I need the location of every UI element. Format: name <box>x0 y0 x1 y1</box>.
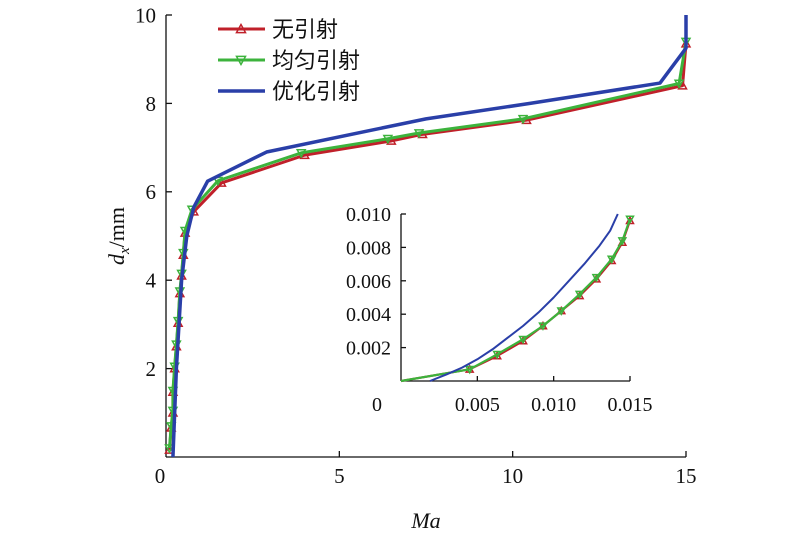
series-line-无引射 <box>400 220 632 383</box>
y-axis-label-sub: x <box>117 247 133 255</box>
x-tick-label: 10 <box>502 464 523 488</box>
legend-marker-无引射 <box>235 22 247 34</box>
data-point-均匀引射 <box>464 365 475 375</box>
y-tick-label: 4 <box>146 269 157 293</box>
data-point-均匀引射 <box>413 129 425 139</box>
y-tick-label: 2 <box>146 357 157 381</box>
data-point-均匀引射 <box>673 79 685 90</box>
y-axis-label: dx/mm <box>104 207 133 265</box>
x-tick-label: 0.005 <box>455 394 500 416</box>
inset-plot: 0 0.005 0.010 0.015 0.002 0.004 0.006 0.008 0.01… <box>346 204 653 416</box>
series-line-无引射 <box>167 43 688 451</box>
x-tick-label: 0 <box>372 394 382 416</box>
series-line-优化引射 <box>429 213 619 382</box>
data-point-均匀引射 <box>517 114 529 125</box>
data-point-均匀引射 <box>538 322 548 331</box>
series-line-优化引射 <box>171 15 688 458</box>
x-tick-label: 0 <box>155 464 166 488</box>
y-axis-label-unit: /mm <box>104 207 129 247</box>
y-tick-label: 0.010 <box>346 204 391 226</box>
y-tick-label: 0.006 <box>346 271 391 293</box>
data-point-均匀引射 <box>492 350 502 360</box>
x-tick-label: 15 <box>676 464 697 488</box>
data-point-均匀引射 <box>556 307 567 316</box>
y-tick-label: 0.002 <box>346 338 391 360</box>
y-tick-label: 8 <box>146 92 157 116</box>
data-point-均匀引射 <box>164 444 175 454</box>
x-axis-label: Ma <box>410 508 440 533</box>
x-tick-label: 0.015 <box>608 394 653 416</box>
y-axis-label-main: d <box>104 253 129 265</box>
x-tick-label: 5 <box>334 464 345 488</box>
main-plot: 0 5 10 15 2 4 6 8 10 <box>135 3 697 488</box>
legend-label: 无引射 <box>272 17 338 42</box>
legend-label: 均匀引射 <box>272 48 360 73</box>
data-point-均匀引射 <box>574 290 585 300</box>
x-tick-label: 0.010 <box>531 394 576 416</box>
data-point-均匀引射 <box>625 215 635 225</box>
legend-label: 优化引射 <box>272 79 360 104</box>
data-point-均匀引射 <box>606 255 617 265</box>
y-tick-label: 0.004 <box>346 304 391 326</box>
data-point-均匀引射 <box>295 148 307 159</box>
data-point-均匀引射 <box>518 335 528 345</box>
data-point-均匀引射 <box>617 237 628 246</box>
series-line-均匀引射 <box>400 218 632 383</box>
data-point-均匀引射 <box>382 134 394 145</box>
data-point-均匀引射 <box>591 273 602 283</box>
y-tick-label: 0.008 <box>346 237 391 259</box>
legend-marker-均匀引射 <box>235 55 247 67</box>
y-tick-label: 6 <box>146 180 157 204</box>
y-tick-label: 10 <box>135 3 156 27</box>
